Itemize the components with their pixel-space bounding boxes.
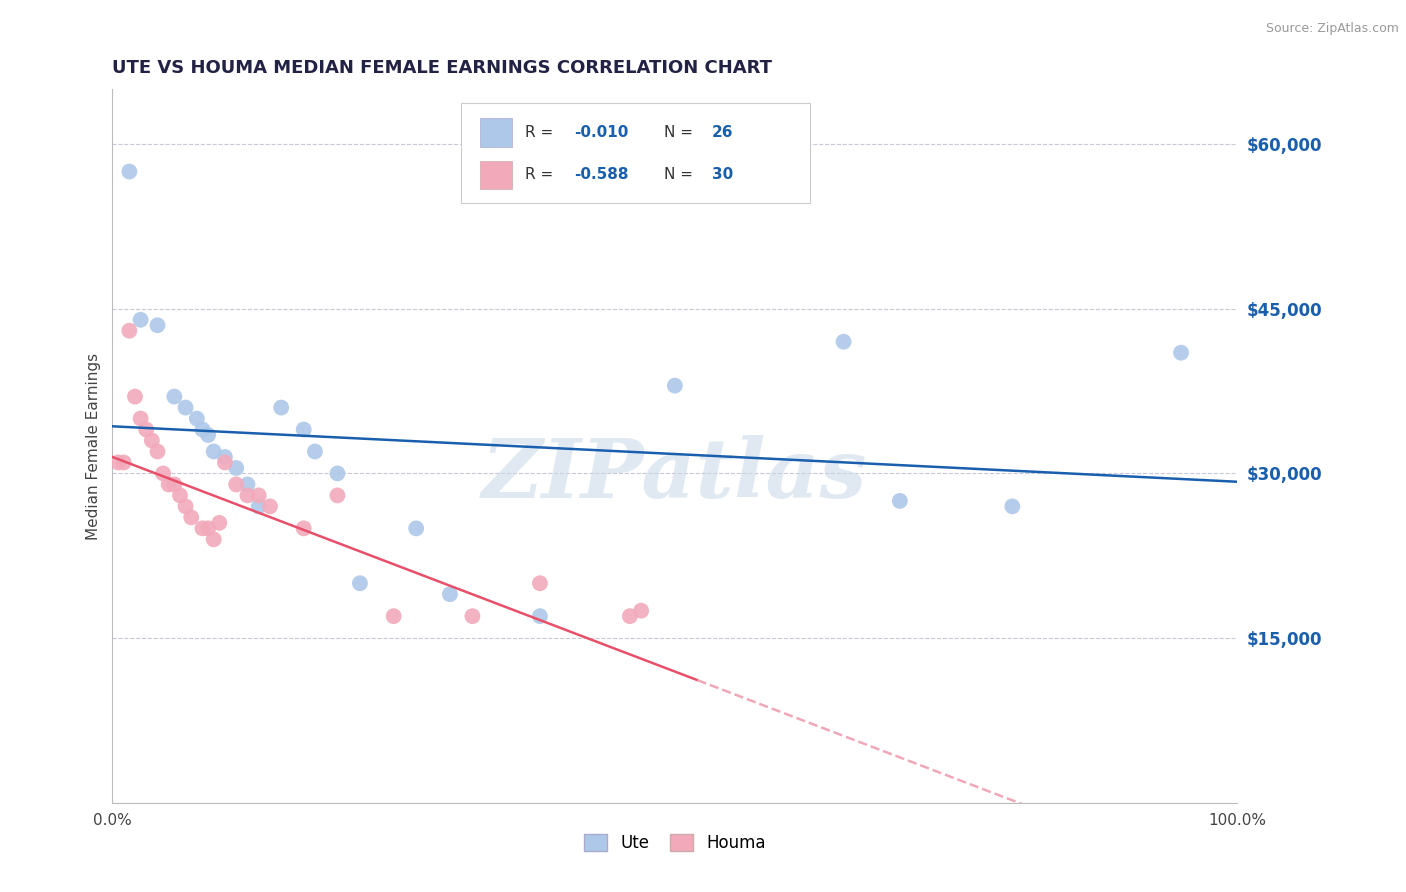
Point — [326, 467, 349, 481]
Text: -0.010: -0.010 — [574, 125, 628, 140]
Bar — [481, 161, 512, 189]
Text: N =: N = — [664, 125, 697, 140]
Point — [259, 500, 281, 514]
Point — [163, 390, 186, 404]
Point — [141, 434, 163, 448]
Point — [202, 533, 225, 547]
Text: N =: N = — [664, 168, 697, 182]
Point — [292, 521, 315, 535]
Point — [197, 428, 219, 442]
Point — [118, 164, 141, 178]
Point — [664, 378, 686, 392]
Point — [630, 604, 652, 618]
Point — [270, 401, 292, 415]
Text: -0.588: -0.588 — [574, 168, 628, 182]
Point — [146, 318, 169, 333]
Point — [304, 444, 326, 458]
Y-axis label: Median Female Earnings: Median Female Earnings — [86, 352, 101, 540]
Point — [191, 521, 214, 535]
Point — [214, 455, 236, 469]
Point — [236, 488, 259, 502]
Point — [118, 324, 141, 338]
Point — [197, 521, 219, 535]
Point — [529, 576, 551, 591]
Point — [832, 334, 855, 349]
Point — [180, 510, 202, 524]
Bar — [481, 119, 512, 147]
Point — [152, 467, 174, 481]
Text: R =: R = — [526, 168, 558, 182]
Point — [208, 516, 231, 530]
Point — [236, 477, 259, 491]
Point — [202, 444, 225, 458]
Point — [146, 444, 169, 458]
Point — [163, 477, 186, 491]
Text: R =: R = — [526, 125, 558, 140]
Point — [129, 312, 152, 326]
Point — [157, 477, 180, 491]
Point — [186, 411, 208, 425]
Text: ZIPatlas: ZIPatlas — [482, 434, 868, 515]
Point — [439, 587, 461, 601]
Point — [889, 494, 911, 508]
FancyBboxPatch shape — [461, 103, 810, 203]
Point — [107, 455, 129, 469]
Point — [191, 423, 214, 437]
Text: UTE VS HOUMA MEDIAN FEMALE EARNINGS CORRELATION CHART: UTE VS HOUMA MEDIAN FEMALE EARNINGS CORR… — [112, 59, 772, 77]
Point — [1001, 500, 1024, 514]
Point — [529, 609, 551, 624]
Point — [1170, 345, 1192, 359]
Point — [405, 521, 427, 535]
Text: 26: 26 — [711, 125, 734, 140]
Point — [382, 609, 405, 624]
Point — [225, 477, 247, 491]
Point — [174, 401, 197, 415]
Point — [619, 609, 641, 624]
Point — [112, 455, 135, 469]
Point — [124, 390, 146, 404]
Point — [214, 450, 236, 464]
Legend: Ute, Houma: Ute, Houma — [578, 827, 772, 859]
Text: 30: 30 — [711, 168, 734, 182]
Point — [169, 488, 191, 502]
Point — [174, 500, 197, 514]
Point — [225, 461, 247, 475]
Point — [135, 423, 157, 437]
Point — [349, 576, 371, 591]
Point — [461, 609, 484, 624]
Point — [326, 488, 349, 502]
Point — [247, 488, 270, 502]
Point — [247, 500, 270, 514]
Point — [129, 411, 152, 425]
Point — [292, 423, 315, 437]
Text: Source: ZipAtlas.com: Source: ZipAtlas.com — [1265, 22, 1399, 36]
